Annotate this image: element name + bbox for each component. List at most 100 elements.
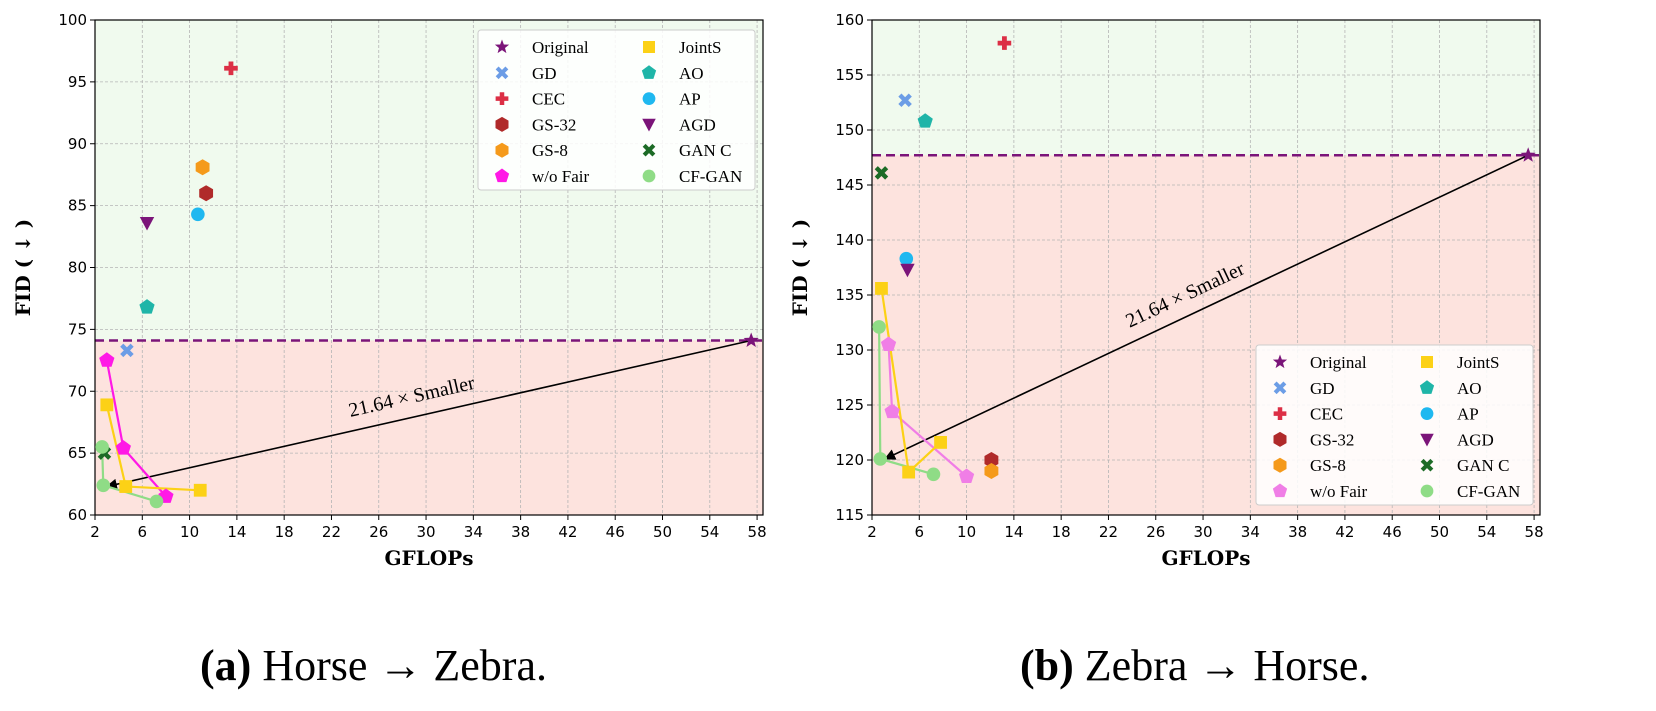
legend-label-joints: JointS xyxy=(1457,353,1500,372)
point-joints xyxy=(100,398,114,412)
legend-label-gd: GD xyxy=(1310,379,1335,398)
x-tick-label: 34 xyxy=(1241,523,1260,541)
y-axis-label: FID ( ↓ ) xyxy=(11,219,35,316)
legend-marker-agd xyxy=(1420,433,1434,447)
legend-label-w-o-fair: w/o Fair xyxy=(1310,482,1367,501)
point-original xyxy=(743,332,759,347)
chart-a: 2 6 10 14 18 22 26 30 34 38 42 46 50 54 58606570758085… xyxy=(11,11,767,570)
point-ao xyxy=(917,113,933,128)
point-original xyxy=(1520,147,1536,162)
y-tick-label: 160 xyxy=(835,11,864,29)
y-tick-label: 90 xyxy=(68,135,87,153)
legend-label-gs-8: GS-8 xyxy=(1310,456,1346,475)
point-gd xyxy=(898,93,912,108)
legend-marker-cec xyxy=(495,92,509,105)
x-tick-label: 34 xyxy=(464,523,483,541)
legend-label-original: Original xyxy=(532,38,589,57)
legend-marker-agd xyxy=(642,118,656,132)
caption-b-label: (b) xyxy=(1020,641,1074,690)
legend-label-agd: AGD xyxy=(1457,430,1494,449)
point-joints xyxy=(902,465,916,479)
y-tick-label: 115 xyxy=(835,506,864,524)
legend: Original GD CEC GS-32 GS-8 w/o Fair JointS AO AP… xyxy=(477,29,756,191)
point-cf-gan xyxy=(95,440,109,454)
x-axis-label: GFLOPs xyxy=(384,546,473,570)
y-tick-label: 65 xyxy=(68,444,87,462)
legend-marker-gan-c xyxy=(1420,458,1434,472)
legend-marker-ao xyxy=(1419,380,1435,394)
point-ao xyxy=(139,299,155,314)
caption-b: (b) Zebra → Horse. xyxy=(1020,640,1369,691)
point-w-o-fair xyxy=(880,336,897,351)
x-tick-label: 14 xyxy=(1004,523,1023,541)
x-tick-label: 38 xyxy=(511,523,530,541)
point-agd xyxy=(139,216,155,231)
legend-label-ao: AO xyxy=(1457,379,1482,398)
point-cf-gan xyxy=(926,467,941,482)
y-tick-label: 150 xyxy=(835,121,864,139)
point-gs-8 xyxy=(195,159,210,176)
legend-box xyxy=(477,29,756,191)
legend-marker-gs-8 xyxy=(1273,457,1287,473)
x-tick-label: 6 xyxy=(138,523,148,541)
reduction-arrow xyxy=(105,339,752,490)
point-ap xyxy=(191,207,205,222)
point-agd xyxy=(900,263,915,278)
x-tick-label: 58 xyxy=(748,523,767,541)
legend: Original GD CEC GS-32 GS-8 w/o Fair JointS AO AP… xyxy=(1255,344,1534,506)
region-above-baseline xyxy=(872,20,1540,156)
legend-label-cf-gan: CF-GAN xyxy=(1457,482,1520,501)
legend-marker-original xyxy=(1272,354,1288,369)
legend-marker-gs-32 xyxy=(1273,431,1287,447)
legend-marker-ap xyxy=(1420,407,1434,420)
y-tick-label: 130 xyxy=(835,341,864,359)
y-tick-label: 100 xyxy=(58,11,87,29)
legend-marker-gd xyxy=(1273,381,1287,395)
point-cec xyxy=(997,36,1012,50)
x-tick-label: 22 xyxy=(322,523,341,541)
point-cec xyxy=(224,61,238,76)
x-tick-label: 6 xyxy=(915,523,925,541)
x-tick-label: 22 xyxy=(1099,523,1118,541)
x-tick-label: 2 xyxy=(90,523,100,541)
x-tick-label: 10 xyxy=(180,523,199,541)
x-tick-label: 58 xyxy=(1525,523,1544,541)
x-tick-label: 26 xyxy=(1146,523,1165,541)
legend-marker-cec xyxy=(1273,407,1287,420)
legend-marker-gs-8 xyxy=(495,142,509,158)
legend-label-joints: JointS xyxy=(679,38,722,57)
point-joints xyxy=(934,436,947,449)
legend-label-cf-gan: CF-GAN xyxy=(679,167,742,186)
x-tick-label: 18 xyxy=(1052,523,1071,541)
point-ap xyxy=(899,251,914,266)
legend-label-cec: CEC xyxy=(1310,405,1343,424)
legend-box xyxy=(1255,344,1534,506)
legend-marker-w-o-fair xyxy=(494,168,510,183)
legend-label-agd: AGD xyxy=(679,115,716,134)
legend-label-ap: AP xyxy=(679,90,701,109)
x-tick-label: 54 xyxy=(700,523,719,541)
point-w-o-fair xyxy=(115,440,131,455)
x-tick-label: 18 xyxy=(275,523,294,541)
point-gs-32 xyxy=(199,185,214,202)
y-tick-label: 75 xyxy=(68,320,87,338)
point-cf-gan xyxy=(96,478,111,493)
point-w-o-fair xyxy=(99,352,115,367)
reduction-arrow xyxy=(883,154,1529,460)
y-tick-label: 120 xyxy=(835,451,864,469)
legend-marker-original xyxy=(494,39,510,54)
y-tick-label: 140 xyxy=(835,231,864,249)
caption-a-label: (a) xyxy=(200,641,252,690)
legend-marker-ap xyxy=(642,92,656,105)
legend-marker-w-o-fair xyxy=(1272,483,1288,498)
legend-label-ao: AO xyxy=(679,64,704,83)
caption-b-text: Zebra → Horse. xyxy=(1084,641,1370,690)
y-tick-label: 95 xyxy=(68,73,87,91)
x-tick-label: 30 xyxy=(416,523,435,541)
legend-marker-ao xyxy=(641,65,657,79)
legend-label-gs-32: GS-32 xyxy=(532,115,576,134)
point-cf-gan xyxy=(149,494,164,509)
legend-label-w-o-fair: w/o Fair xyxy=(532,167,589,186)
plot-frame xyxy=(871,19,1541,516)
point-gs-32 xyxy=(984,452,999,468)
